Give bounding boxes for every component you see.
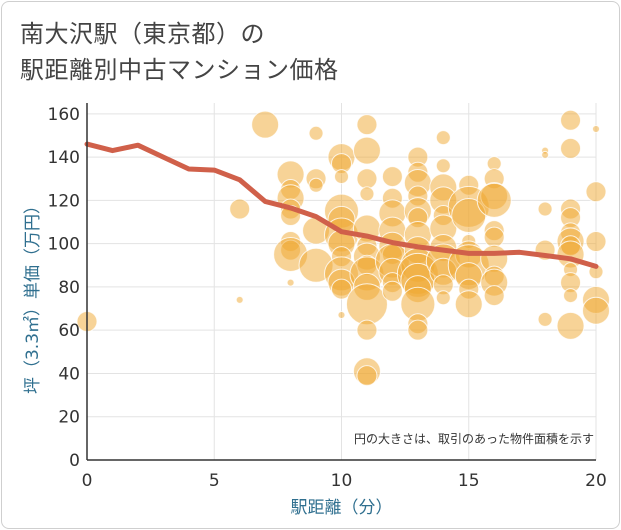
bubble-layer (76, 109, 610, 387)
data-bubble (483, 226, 505, 248)
data-bubble (560, 109, 582, 131)
data-bubble (435, 130, 451, 146)
data-bubble (334, 169, 349, 185)
y-tick-label: 140 (48, 148, 80, 168)
y-tick-label: 0 (69, 451, 80, 471)
data-bubble (356, 114, 378, 136)
data-bubble (308, 177, 324, 193)
x-tick-label: 10 (331, 471, 353, 491)
data-bubble (356, 319, 378, 341)
y-tick-label: 80 (58, 278, 80, 298)
data-bubble (345, 283, 388, 326)
data-bubble (251, 110, 280, 139)
tick-labels: 0 20 40 60 80 100 120 140 160 0 5 10 15 20 (48, 105, 607, 491)
data-bubble (229, 198, 251, 220)
data-bubble (381, 280, 403, 302)
data-bubble (563, 288, 579, 304)
data-bubble (556, 311, 585, 340)
data-bubble (286, 278, 295, 287)
y-tick-label: 120 (48, 191, 80, 211)
data-bubble (582, 296, 610, 325)
x-tick-label: 5 (209, 471, 220, 491)
data-bubble (235, 295, 244, 304)
data-bubble (483, 285, 505, 307)
data-bubble (435, 290, 451, 306)
data-bubble (537, 201, 553, 217)
chart-title-line-2: 駅距離別中古マンション価格 (20, 56, 339, 84)
data-bubble (381, 166, 403, 188)
x-tick-label: 20 (585, 471, 607, 491)
data-bubble (407, 319, 429, 341)
data-bubble (308, 125, 324, 141)
data-bubble (356, 168, 378, 190)
y-tick-label: 100 (48, 235, 80, 255)
data-bubble (476, 182, 512, 218)
y-tick-label: 160 (48, 105, 80, 125)
bubble-size-note: 円の大きさは、取引のあった物件面積を示す (354, 431, 594, 446)
data-bubble (585, 181, 607, 203)
y-axis-label: 坪（3.3㎡）単価（万円） (23, 197, 43, 394)
y-tick-label: 40 (58, 364, 80, 384)
data-bubble (592, 124, 600, 133)
y-tick-label: 60 (58, 321, 80, 341)
data-bubble (359, 186, 375, 202)
x-tick-label: 0 (82, 471, 93, 491)
x-tick-label: 15 (458, 471, 480, 491)
data-bubble (537, 311, 553, 327)
data-bubble (337, 311, 346, 320)
data-bubble (585, 230, 607, 252)
axes (86, 103, 596, 461)
data-bubble (331, 278, 352, 300)
data-bubble (352, 136, 381, 165)
chart-title-line-1: 南大沢駅（東京都）の (20, 20, 265, 48)
data-bubble (454, 290, 483, 319)
data-bubble (356, 365, 378, 387)
x-axis-label: 駅距離（分） (291, 498, 393, 518)
chart-title: 南大沢駅（東京都）の 駅距離別中古マンション価格 (20, 16, 339, 88)
data-bubble (541, 150, 550, 159)
data-bubble (435, 158, 451, 174)
data-bubble (560, 137, 582, 159)
trend-line (84, 141, 599, 269)
y-tick-label: 20 (58, 408, 80, 428)
trend-line-layer (84, 141, 599, 269)
